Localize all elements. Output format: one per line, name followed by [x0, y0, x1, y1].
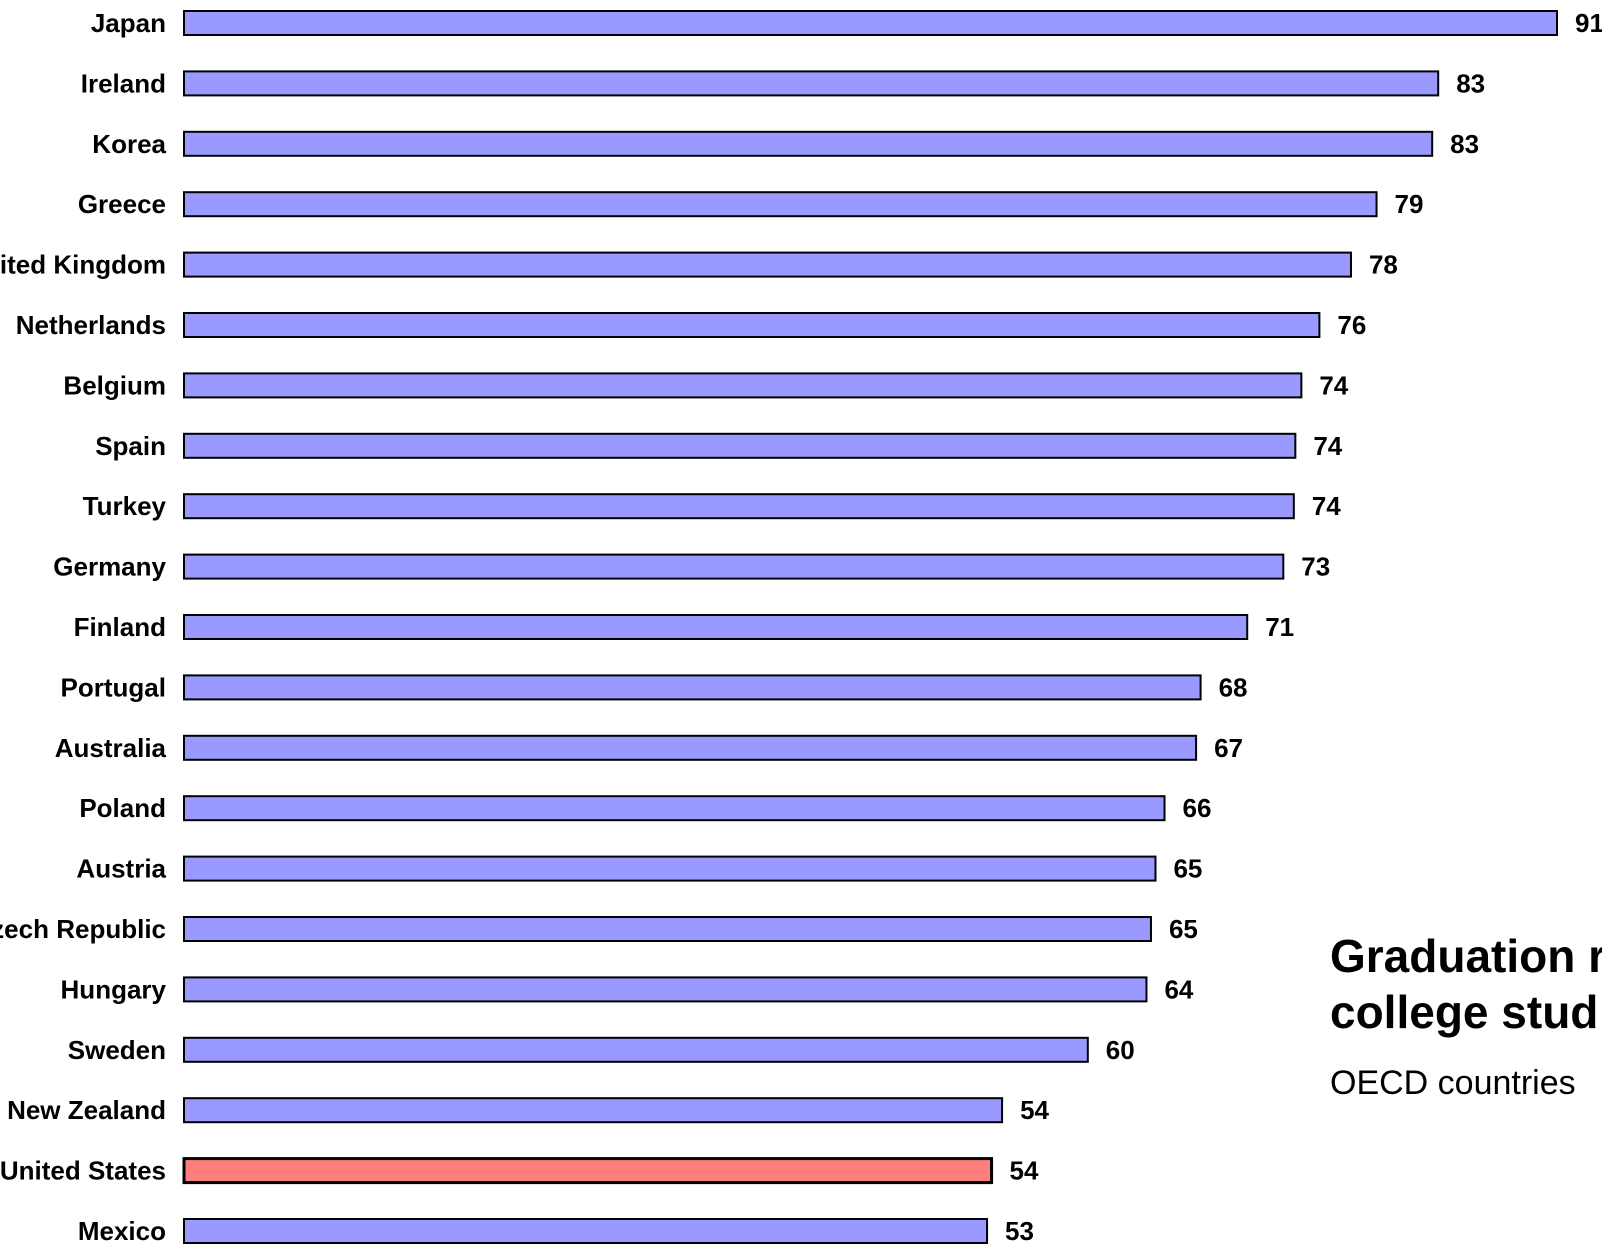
bar-netherlands — [183, 312, 1321, 338]
category-label: Turkey — [83, 491, 167, 521]
category-label: New Zealand — [7, 1095, 166, 1125]
value-label: 74 — [1319, 370, 1348, 400]
chart-title-block: Graduation r college stud OECD countries — [1330, 928, 1602, 1103]
value-label: 67 — [1214, 733, 1243, 763]
bar-new-zealand — [183, 1097, 1004, 1124]
category-label: Portugal — [61, 672, 166, 702]
bar-czech-republic — [183, 916, 1152, 942]
bar-austria — [183, 855, 1157, 882]
category-label: United States — [0, 1156, 166, 1186]
bar-belgium — [183, 372, 1303, 399]
value-label: 73 — [1301, 552, 1330, 582]
category-label: Hungary — [61, 974, 167, 1004]
value-label: 65 — [1173, 854, 1202, 884]
bar-united-states — [182, 1157, 994, 1185]
value-label: 83 — [1456, 68, 1485, 98]
value-label: 54 — [1010, 1156, 1039, 1186]
value-label: 53 — [1005, 1216, 1034, 1246]
bar-germany — [183, 553, 1285, 580]
category-label: Finland — [74, 612, 166, 642]
bar-japan — [183, 10, 1558, 36]
bar-turkey — [183, 493, 1295, 520]
value-label: 76 — [1337, 310, 1366, 340]
value-label: 74 — [1313, 431, 1342, 461]
chart-title-line-1: Graduation r — [1330, 930, 1602, 982]
chart-title-line-2: college stud — [1330, 986, 1599, 1038]
category-label: Poland — [79, 793, 166, 823]
category-label: Greece — [78, 189, 166, 219]
category-label: Spain — [95, 431, 166, 461]
category-label: Sweden — [68, 1035, 166, 1065]
bar-finland — [183, 614, 1249, 640]
category-label: Germany — [53, 552, 166, 582]
value-label: 68 — [1219, 672, 1248, 702]
category-label: Czech Republic — [0, 914, 166, 944]
bar-spain — [183, 432, 1297, 459]
category-label: Austria — [76, 854, 166, 884]
category-label: United Kingdom — [0, 250, 166, 280]
category-label: Mexico — [78, 1216, 166, 1246]
value-label: 54 — [1020, 1095, 1049, 1125]
bar-korea — [183, 130, 1434, 157]
bar-poland — [183, 795, 1166, 822]
category-label: Japan — [91, 8, 166, 38]
bar-greece — [183, 191, 1378, 218]
bar-hungary — [183, 976, 1148, 1003]
value-label: 79 — [1395, 189, 1424, 219]
value-label: 83 — [1450, 129, 1479, 159]
value-label: 66 — [1182, 793, 1211, 823]
value-label: 78 — [1369, 250, 1398, 280]
category-label: Belgium — [63, 370, 166, 400]
bar-mexico — [183, 1218, 989, 1244]
bar-portugal — [183, 674, 1202, 701]
bar-ireland — [183, 70, 1440, 97]
bar-united-kingdom — [183, 251, 1352, 278]
category-label: Korea — [92, 129, 166, 159]
value-label: 60 — [1106, 1035, 1135, 1065]
category-label: Australia — [55, 733, 167, 763]
value-label: 64 — [1164, 974, 1193, 1004]
value-label: 91 — [1575, 8, 1602, 38]
value-label: 65 — [1169, 914, 1198, 944]
category-label: Ireland — [81, 68, 166, 98]
value-label: 74 — [1312, 491, 1341, 521]
value-label: 71 — [1265, 612, 1294, 642]
bar-sweden — [183, 1036, 1089, 1063]
bar-australia — [183, 734, 1198, 761]
category-label: Netherlands — [16, 310, 166, 340]
chart-subtitle: OECD countries — [1330, 1064, 1576, 1102]
